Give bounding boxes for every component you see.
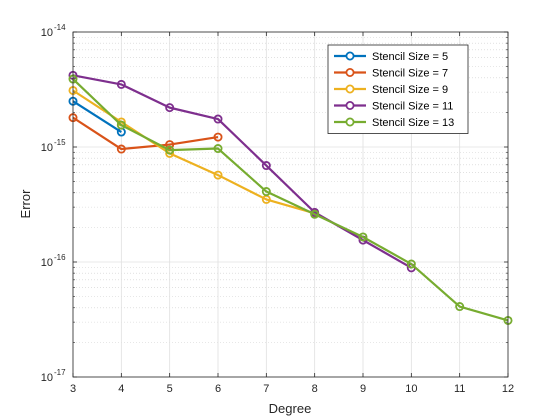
series-4-marker	[165, 103, 175, 113]
series-5-marker	[213, 144, 223, 154]
series-2-marker	[165, 140, 175, 150]
x-tick-label: 12	[502, 383, 514, 395]
x-tick-label: 9	[360, 383, 366, 395]
x-tick-label: 3	[70, 383, 76, 395]
y-tick-label: 10	[41, 372, 53, 384]
series-5-marker	[406, 259, 416, 269]
legend-marker-1	[345, 51, 355, 61]
legend-marker-5	[345, 117, 355, 127]
y-tick-exponent: -14	[54, 23, 66, 32]
data-series	[68, 70, 513, 325]
series-line-1	[72, 100, 122, 133]
legend-entry-1: Stencil Size = 5	[372, 51, 448, 63]
series-4-marker	[213, 114, 223, 124]
series-line-4	[72, 74, 412, 269]
legend-entry-3: Stencil Size = 9	[372, 84, 448, 96]
y-tick-exponent: -16	[54, 253, 66, 262]
x-tick-label: 5	[167, 383, 173, 395]
y-tick-label: 10	[41, 257, 53, 269]
y-tick-exponent: -17	[54, 368, 66, 377]
legend-entry-2: Stencil Size = 7	[372, 68, 448, 80]
series-5-marker	[261, 187, 271, 197]
legend-entry-4: Stencil Size = 11	[372, 101, 453, 113]
legend: Stencil Size = 5 Stencil Size = 7 Stencil …	[327, 44, 469, 134]
series-2-marker	[116, 144, 126, 154]
x-tick-label: 7	[263, 383, 269, 395]
series-5-marker	[116, 120, 126, 130]
legend-marker-3	[345, 84, 355, 94]
series-3-marker	[213, 170, 223, 180]
x-axis-label: Degree	[269, 401, 312, 416]
series-5-marker	[358, 232, 368, 242]
series-4-marker	[261, 161, 271, 171]
series-5-marker	[165, 145, 175, 155]
legend-entry-5: Stencil Size = 13	[372, 117, 454, 129]
x-tick-label: 10	[405, 383, 417, 395]
x-tick-label: 8	[312, 383, 318, 395]
plot-box	[72, 31, 509, 378]
series-2-marker	[213, 132, 223, 142]
series-5-marker	[310, 209, 320, 219]
legend-marker-4	[345, 101, 355, 111]
series-line-2	[72, 116, 219, 151]
legend-marker-2	[345, 68, 355, 78]
x-tick-label: 6	[215, 383, 221, 395]
series-4-marker	[116, 79, 126, 89]
x-tick-label: 4	[118, 383, 124, 395]
series-5-marker	[455, 302, 465, 312]
y-tick-label: 10	[41, 142, 53, 154]
y-tick-exponent: -15	[54, 138, 66, 147]
y-tick-label: 10	[41, 27, 53, 39]
series-line-5	[72, 78, 509, 322]
y-axis-label: Error	[18, 189, 33, 219]
x-tick-label: 11	[454, 383, 465, 395]
